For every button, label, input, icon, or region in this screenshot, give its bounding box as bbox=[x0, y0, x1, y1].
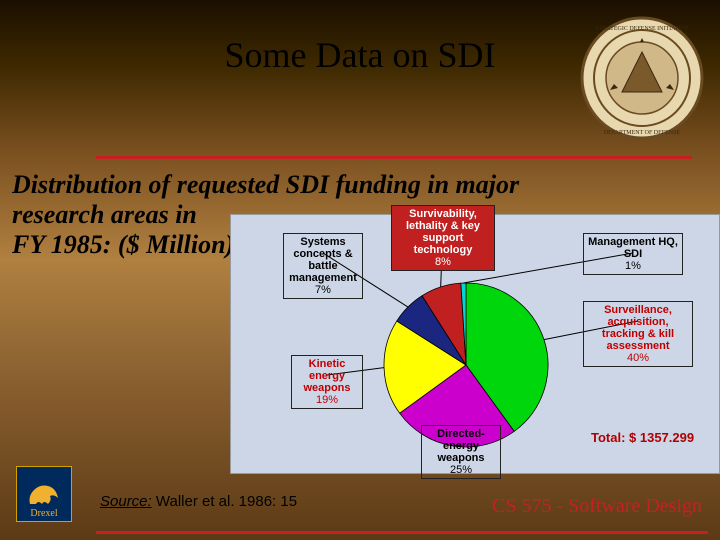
subtitle-line-2: research areas in bbox=[12, 200, 197, 229]
course-footer: CS 575 - Software Design bbox=[492, 495, 702, 518]
sdi-seal-emblem: STRATEGIC DEFENSE INITIATIVE DEPARTMENT … bbox=[578, 14, 706, 142]
pie-slice-label: Kinetic energy weapons19% bbox=[291, 355, 363, 409]
pie-slice-label: Systems concepts & battle management7% bbox=[283, 233, 363, 299]
logo-text: Drexel bbox=[30, 508, 57, 519]
source-label: Source: bbox=[100, 493, 152, 510]
title-divider bbox=[96, 156, 692, 159]
svg-text:DEPARTMENT OF DEFENSE: DEPARTMENT OF DEFENSE bbox=[604, 130, 681, 136]
pie-slice-label: Management HQ, SDI1% bbox=[583, 233, 683, 275]
source-value: Waller et al. 1986: 15 bbox=[152, 493, 297, 510]
svg-text:STRATEGIC DEFENSE INITIATIVE: STRATEGIC DEFENSE INITIATIVE bbox=[596, 26, 689, 32]
pie-chart-panel: Surveillance, acquisition, tracking & ki… bbox=[230, 214, 720, 474]
subtitle-line-1: Distribution of requested SDI funding in… bbox=[12, 170, 519, 199]
footer-divider bbox=[96, 531, 708, 534]
total-text: Total: $ 1357.299 bbox=[591, 430, 694, 445]
pie-slice-label: Surveillance, acquisition, tracking & ki… bbox=[583, 301, 693, 367]
pie-slice-label: Directed-energy weapons25% bbox=[421, 425, 501, 479]
drexel-logo: Drexel bbox=[16, 466, 72, 522]
subtitle-line-3: FY 1985: ($ Million) bbox=[12, 230, 234, 259]
pie-slice-label: Survivability, lethality & key support t… bbox=[391, 205, 495, 271]
source-citation: Source: Waller et al. 1986: 15 bbox=[100, 493, 297, 510]
